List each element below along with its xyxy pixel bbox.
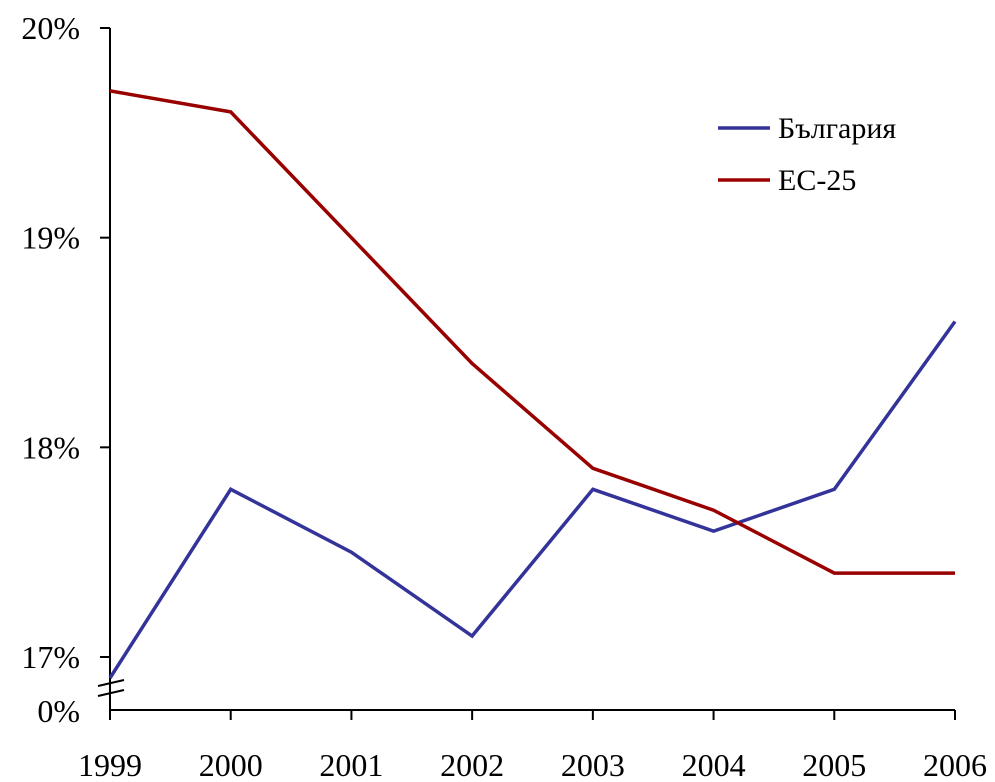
x-tick-label: 2004 [682,747,746,782]
x-tick-label: 2003 [561,747,625,782]
x-tick-label: 2005 [802,747,866,782]
x-tick-label: 2000 [199,747,263,782]
y-tick-label: 17% [21,639,80,675]
y-tick-label-zero: 0% [37,693,80,729]
legend-label: ЕС-25 [778,164,856,197]
x-tick-label: 1999 [78,747,142,782]
y-tick-label: 19% [21,220,80,256]
y-tick-label: 18% [21,429,80,465]
x-tick-label: 2006 [923,747,987,782]
y-axis-break-mark-2 [97,689,125,697]
series-group [108,89,957,679]
x-tick-label: 2002 [440,747,504,782]
y-ticks: 17% 18% 19% 20% [21,10,110,675]
x-tick-label: 2001 [319,747,383,782]
series-line [108,320,957,679]
axes: 0% [37,28,955,729]
series-line [109,89,955,575]
y-tick-label: 20% [21,10,80,46]
legend-label: България [778,112,896,145]
x-ticks: 1999 2000 2001 2002 2003 2004 2005 2006 [78,710,987,782]
legend: България ЕС-25 [718,112,896,197]
y-axis-break-mark-1 [97,679,125,687]
